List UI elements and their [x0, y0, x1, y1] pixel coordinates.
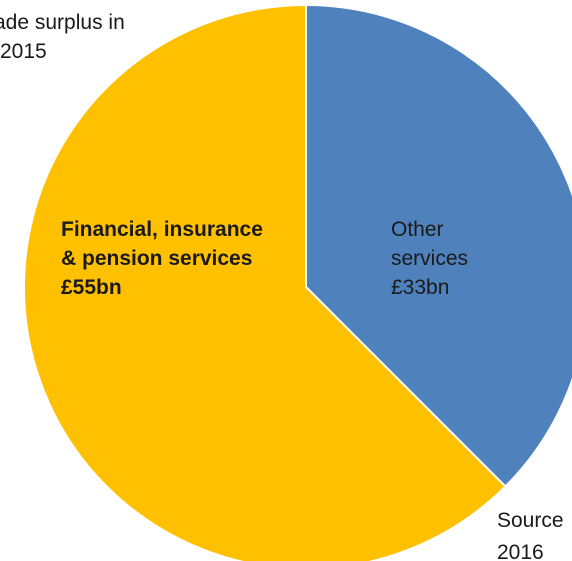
slice-label-other-line-2: services	[391, 247, 469, 270]
slice-label-other-value: £33bn	[391, 276, 450, 299]
pie-slice-0	[305, 3, 572, 488]
slice-label-financial-value: £55bn	[61, 276, 122, 299]
source-note-line-1: Source	[497, 509, 564, 532]
slice-label-financial: Financial, insurance & pension services …	[61, 215, 263, 302]
slice-label-financial-line-1: Financial, insurance	[61, 218, 263, 241]
slice-label-other: Other services £33bn	[391, 215, 468, 302]
slice-label-financial-line-2: & pension services	[61, 247, 253, 270]
chart-title-line-2: 2015	[0, 40, 47, 63]
source-note: Source 2016	[497, 505, 564, 561]
pie-slice-1	[22, 3, 507, 561]
chart-title-line-1: ade surplus in	[0, 11, 125, 34]
slice-label-other-line-1: Other	[391, 218, 444, 241]
chart-title: ade surplus in 2015	[0, 8, 125, 66]
source-note-line-2: 2016	[497, 541, 544, 561]
